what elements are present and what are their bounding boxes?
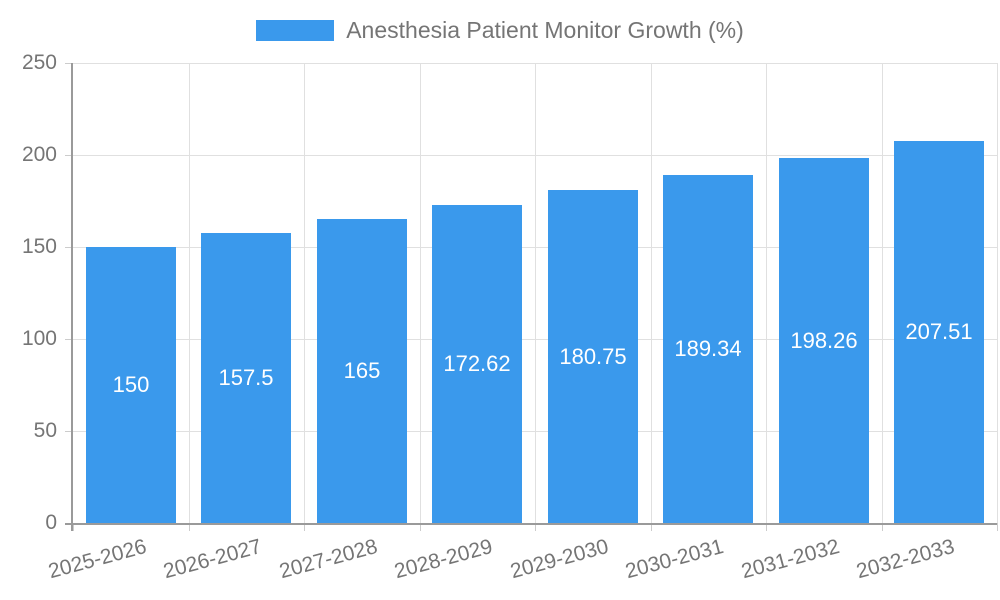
x-tick-mark [189, 523, 190, 531]
bar-value-label: 165 [343, 358, 381, 383]
legend[interactable]: Anesthesia Patient Monitor Growth (%) [0, 17, 1000, 44]
gridline-x [189, 63, 190, 523]
x-axis-line [65, 523, 997, 525]
x-tick-mark [420, 523, 421, 531]
bar-value-label: 180.75 [559, 343, 627, 369]
bar-value-label: 157.5 [218, 365, 274, 390]
y-tick-label: 250 [21, 51, 57, 74]
bar[interactable]: 172.62 [432, 205, 522, 523]
x-tick-mark [766, 523, 767, 531]
x-tick-mark [73, 523, 74, 531]
bar-value-label: 150 [112, 372, 150, 397]
y-axis-line [71, 63, 73, 531]
bar[interactable]: 180.75 [548, 190, 638, 523]
x-tick-mark [535, 523, 536, 531]
x-tick-mark [997, 523, 998, 531]
gridline-x [304, 63, 305, 523]
bar[interactable]: 207.51 [894, 141, 984, 523]
bar-value-label: 189.34 [674, 336, 742, 361]
gridline-x [651, 63, 652, 523]
gridline-x [420, 63, 421, 523]
x-tick-mark [651, 523, 652, 531]
bar-value-label: 207.51 [905, 319, 973, 344]
y-tick-mark [65, 339, 73, 340]
x-tick-mark [304, 523, 305, 531]
y-tick-mark [65, 431, 73, 432]
y-tick-label: 100 [21, 327, 57, 350]
x-tick-mark [882, 523, 883, 531]
bar[interactable]: 157.5 [201, 233, 291, 523]
bar-value-label: 198.26 [790, 327, 858, 353]
gridline-x [997, 63, 998, 523]
gridline-x [535, 63, 536, 523]
gridline-x [882, 63, 883, 523]
y-tick-label: 0 [45, 511, 57, 534]
y-tick-mark [65, 247, 73, 248]
bar[interactable]: 198.26 [779, 158, 869, 523]
y-tick-mark [65, 63, 73, 64]
bar-value-label: 172.62 [443, 351, 511, 376]
legend-swatch [256, 20, 335, 41]
y-tick-label: 150 [21, 235, 57, 258]
y-tick-label: 200 [21, 143, 57, 166]
gridline-x [766, 63, 767, 523]
bar[interactable]: 165 [317, 219, 407, 523]
plot-area: 150 157.5 165 172.62 180.75 189.34 198.26 207.5… [73, 63, 998, 523]
y-tick-mark [65, 155, 73, 156]
bar[interactable]: 150 [86, 247, 176, 523]
y-tick-label: 50 [33, 419, 57, 442]
bar[interactable]: 189.34 [663, 175, 753, 523]
legend-label: Anesthesia Patient Monitor Growth (%) [346, 17, 744, 43]
